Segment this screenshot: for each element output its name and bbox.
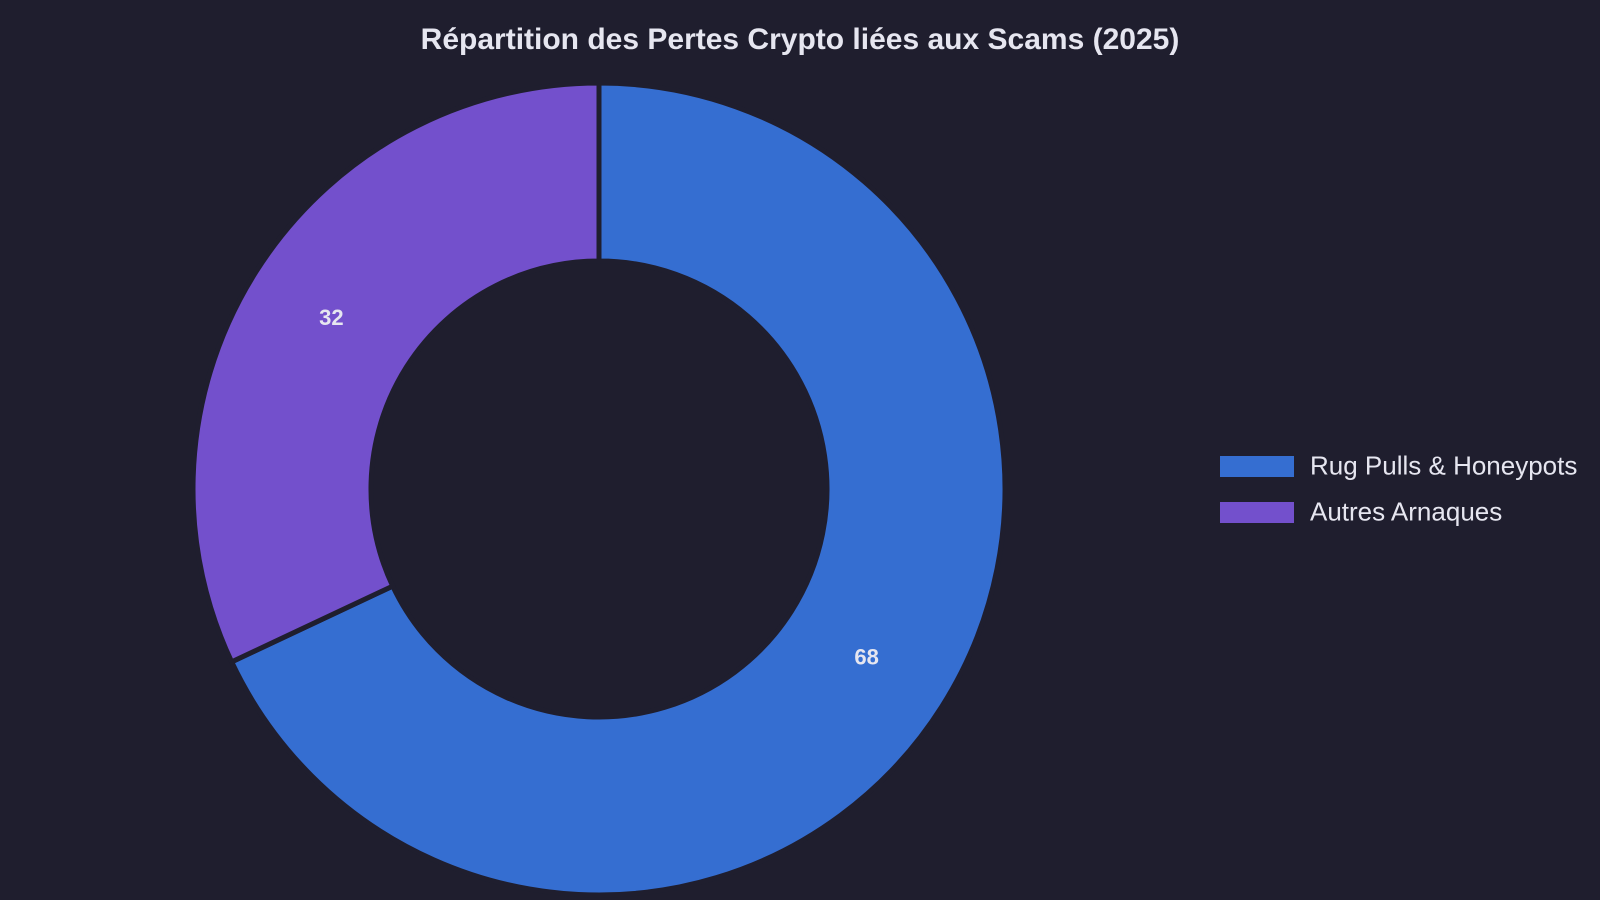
slice-value-label-2: 32 <box>319 305 343 330</box>
legend-swatch <box>1220 502 1294 523</box>
legend-item: Autres Arnaques <box>1220 496 1502 526</box>
legend-swatch <box>1220 456 1294 477</box>
legend-label: Autres Arnaques <box>1310 496 1502 526</box>
legend-item: Rug Pulls & Honeypots <box>1220 450 1577 480</box>
legend-label: Rug Pulls & Honeypots <box>1310 450 1577 480</box>
slice-value-label-1: 68 <box>854 645 878 670</box>
donut-slices <box>190 80 1008 898</box>
chart-title: Répartition des Pertes Crypto liées aux … <box>421 23 1180 56</box>
donut-slice-1 <box>228 80 1008 898</box>
donut-slice-2 <box>190 80 602 666</box>
slice-labels: 68 32 <box>319 305 879 670</box>
legend: Rug Pulls & Honeypots Autres Arnaques <box>1220 450 1577 526</box>
